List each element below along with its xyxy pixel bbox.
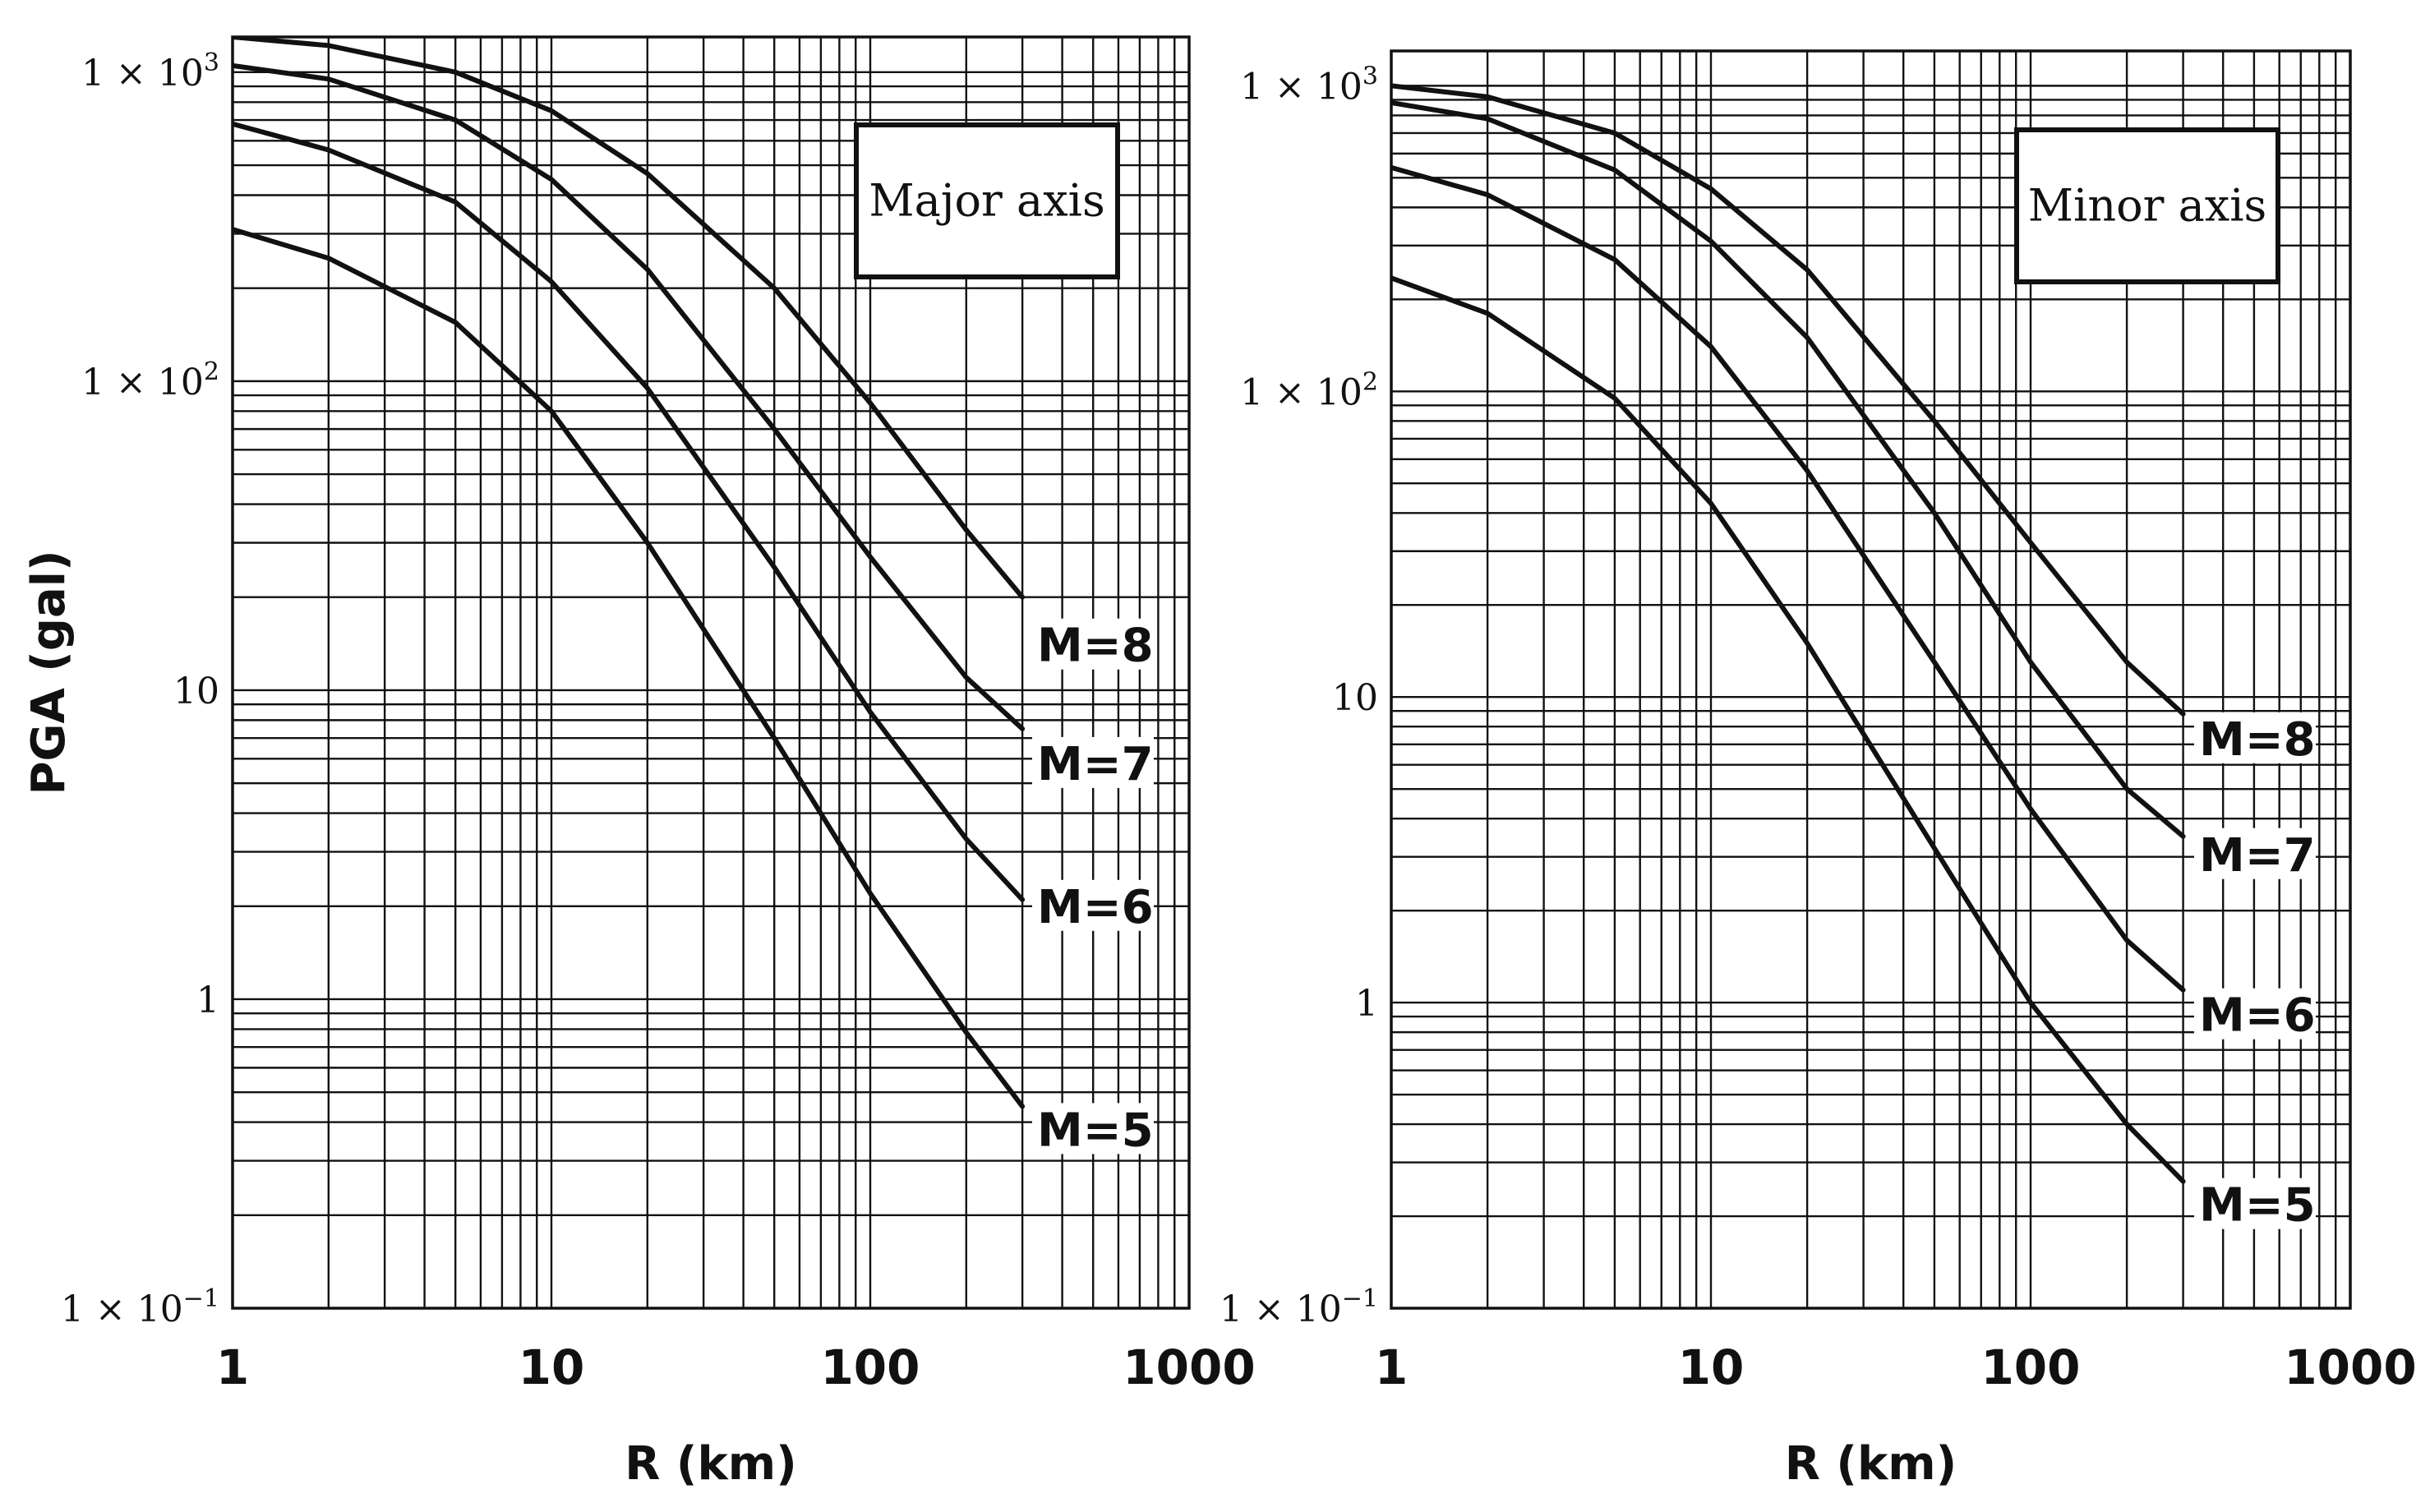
x-tick-label-10: 10 xyxy=(1678,1339,1745,1395)
series-label-m7: M=7 xyxy=(1037,738,1154,791)
x-tick-label-1: 1 xyxy=(216,1339,249,1395)
series-label-m6: M=6 xyxy=(1037,881,1154,934)
grid xyxy=(233,37,1189,1308)
x-tick-label-100: 100 xyxy=(1980,1339,2080,1395)
x-tick-label-100: 100 xyxy=(820,1339,920,1395)
series-label-bg xyxy=(2194,827,2316,879)
series-label-m7: M=7 xyxy=(2199,829,2316,883)
x-tick-label-1: 1 xyxy=(1375,1339,1408,1395)
series-line-m5 xyxy=(233,227,1026,1109)
y-tick-label-10: 10 xyxy=(173,671,219,712)
minor-axis-panel: M=8 M=7 M=6 M=5 Minor axis 1 × 103 1 × 102 10 1 1… xyxy=(1220,49,2417,1491)
axis-annotation-label: Minor axis xyxy=(2028,180,2266,232)
series-label-bg xyxy=(2194,1178,2316,1229)
y-tick-label-1000: 1 × 103 xyxy=(1240,62,1378,108)
series-label-bg xyxy=(1032,618,1154,670)
x-axis-label: R (km) xyxy=(1785,1437,1957,1491)
series-label-bg xyxy=(2194,988,2316,1040)
y-tick-label-1: 1 xyxy=(1355,983,1378,1025)
major-axis-panel: M=8 M=7 M=6 M=5 Major axis 1 × 103 1 × 102 10 1 1… xyxy=(22,35,1256,1491)
series-label-bg xyxy=(1032,1103,1154,1155)
x-tick-label-1000: 1000 xyxy=(2284,1339,2416,1395)
series-line-m6 xyxy=(233,121,1026,902)
y-tick-label-0_1: 1 × 10−1 xyxy=(1220,1284,1378,1330)
series-label-bg xyxy=(1032,736,1154,788)
y-tick-label-100: 1 × 102 xyxy=(1240,367,1378,413)
series-label-bg xyxy=(2194,712,2316,763)
series-line-m7 xyxy=(1391,100,2186,839)
series-label-m5: M=5 xyxy=(1037,1104,1154,1157)
plot-frame xyxy=(231,35,1191,1310)
series-line-m6 xyxy=(1391,164,2186,993)
y-tick-label-1: 1 xyxy=(196,980,219,1021)
plot-frame xyxy=(1390,49,2352,1310)
y-tick-label-100: 1 × 102 xyxy=(81,357,219,403)
series-line-m7 xyxy=(233,62,1026,731)
y-tick-label-10: 10 xyxy=(1332,677,1378,719)
series-line-m5 xyxy=(1391,275,2186,1184)
series-label-m8: M=8 xyxy=(2199,713,2316,767)
series-label-m8: M=8 xyxy=(1037,620,1154,673)
y-tick-label-0_1: 1 × 10−1 xyxy=(61,1284,219,1330)
x-tick-label-1000: 1000 xyxy=(1123,1339,1255,1395)
series-label-m6: M=6 xyxy=(2199,989,2316,1043)
axis-annotation-box xyxy=(2014,127,2280,284)
series-line-m8 xyxy=(1391,83,2186,717)
axis-annotation-label: Major axis xyxy=(869,175,1104,227)
axis-annotation-box xyxy=(854,122,1120,279)
series-line-m8 xyxy=(233,37,1026,600)
x-axis-label: R (km) xyxy=(625,1437,796,1491)
series-label-m5: M=5 xyxy=(2199,1179,2316,1233)
x-tick-label-10: 10 xyxy=(519,1339,585,1395)
y-tick-label-1000: 1 × 103 xyxy=(81,48,219,94)
series-label-bg xyxy=(1032,879,1154,931)
y-axis-label: PGA (gal) xyxy=(22,550,76,795)
